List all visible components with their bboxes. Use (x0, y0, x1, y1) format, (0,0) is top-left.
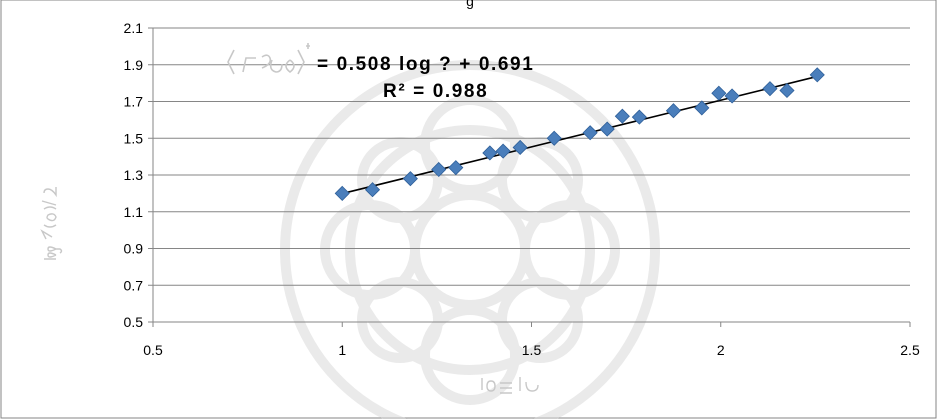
x-tick-label: 1.5 (522, 342, 542, 358)
data-point (448, 160, 464, 176)
formula-image (227, 43, 310, 75)
data-point (582, 125, 598, 141)
data-point (482, 145, 498, 161)
equation-annotation: = 0.508 log ? + 0.691 R² = 0.988 (227, 43, 534, 102)
data-point (599, 121, 615, 137)
data-point (665, 103, 682, 119)
x-axis-label-image (481, 377, 539, 394)
x-tick-label: 2 (717, 342, 725, 358)
data-point (431, 161, 447, 178)
axes (148, 27, 911, 327)
y-tick-label: 1.3 (124, 167, 144, 183)
data-point (809, 67, 825, 83)
watermark (280, 60, 660, 419)
cropped-title-fragment: g (466, 0, 474, 9)
y-tick-label: 0.9 (124, 241, 144, 257)
y-tick-label: 1.9 (124, 57, 144, 73)
x-tick-label: 2.5 (900, 342, 920, 358)
data-point (694, 100, 710, 116)
y-tick-label: 1.5 (124, 130, 144, 146)
data-point (724, 88, 740, 104)
data-point (334, 185, 350, 201)
equation-text: = 0.508 log ? + 0.691 (317, 54, 534, 75)
data-point (546, 130, 562, 146)
y-axis-label-image (40, 187, 63, 260)
y-tick-label: 0.5 (124, 314, 144, 330)
data-point (779, 82, 795, 99)
data-point (512, 139, 528, 156)
y-tick-labels: 0.5 0.7 0.9 1.1 1.3 1.5 1.7 1.9 2.1 (124, 20, 144, 330)
y-tick-label: 1.1 (124, 204, 144, 220)
x-tick-labels: 0.5 1 1.5 2 2.5 (143, 342, 920, 358)
data-point (711, 85, 727, 101)
y-tick-label: 1.7 (124, 94, 144, 110)
data-point (402, 171, 418, 187)
data-points (334, 67, 825, 201)
data-point (364, 182, 381, 198)
data-point (762, 81, 778, 97)
data-point (614, 108, 630, 124)
y-tick-label: 2.1 (124, 20, 144, 36)
y-tick-label: 0.7 (124, 277, 144, 293)
gridlines (153, 27, 910, 286)
r-squared-text: R² = 0.988 (383, 81, 488, 102)
x-tick-label: 1 (338, 342, 346, 358)
data-point (495, 143, 511, 159)
data-point (631, 109, 647, 125)
x-tick-label: 0.5 (143, 342, 163, 358)
